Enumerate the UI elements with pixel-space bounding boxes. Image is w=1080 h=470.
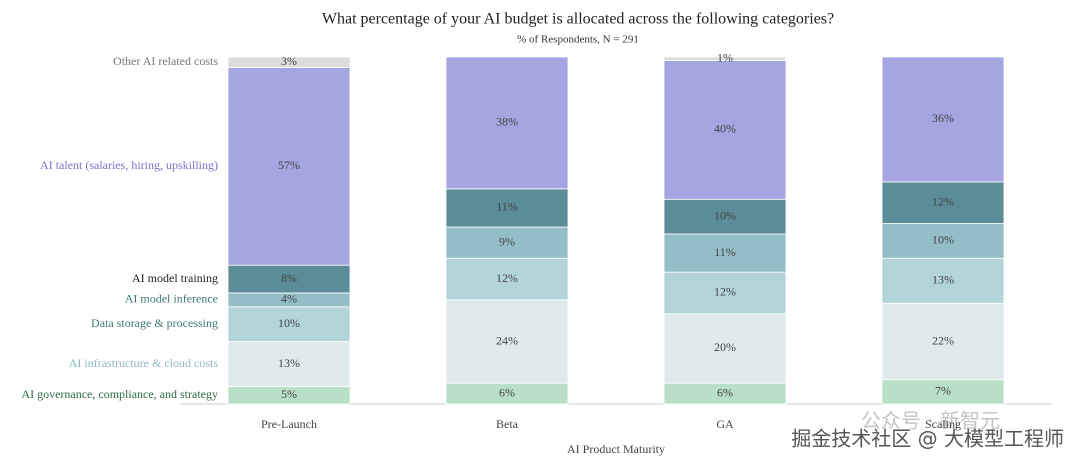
bar-segment xyxy=(663,271,787,315)
x-tick-label: GA xyxy=(716,417,734,431)
data-label: 10% xyxy=(278,316,300,330)
data-label: 12% xyxy=(496,271,518,285)
bar-segment xyxy=(663,56,787,61)
data-label: 13% xyxy=(932,273,954,287)
data-label: 5% xyxy=(281,387,297,401)
legend-label: Other AI related costs xyxy=(113,54,218,68)
data-label: 10% xyxy=(932,233,954,247)
data-label: 4% xyxy=(281,292,297,306)
data-label: 6% xyxy=(717,385,733,399)
watermark: 公众号 · 新智元 xyxy=(861,409,1000,433)
data-label: 3% xyxy=(281,54,297,68)
legend-label: AI governance, compliance, and strategy xyxy=(21,387,218,401)
data-label: 38% xyxy=(496,115,518,129)
data-label: 24% xyxy=(496,333,518,347)
bar-segment xyxy=(445,226,569,259)
x-tick-label: Pre-Launch xyxy=(261,417,317,431)
bar-segment xyxy=(445,257,569,301)
bar-segment xyxy=(881,181,1005,224)
bar-segment xyxy=(445,188,569,228)
x-tick-label: Beta xyxy=(496,417,519,431)
data-label: 20% xyxy=(714,340,736,354)
bar-segment xyxy=(663,60,787,200)
bar-segment xyxy=(881,257,1005,304)
data-label: 13% xyxy=(278,356,300,370)
legend-label: AI infrastructure & cloud costs xyxy=(69,356,219,370)
bar-segment xyxy=(663,198,787,235)
x-axis-title: AI Product Maturity xyxy=(567,442,665,456)
data-label: 6% xyxy=(499,385,515,399)
data-label: 7% xyxy=(935,384,951,398)
data-label: 11% xyxy=(496,200,518,214)
data-label: 12% xyxy=(714,285,736,299)
data-label: 10% xyxy=(714,208,736,222)
data-label: 8% xyxy=(281,271,297,285)
bar-segment xyxy=(227,67,351,266)
bar-segment xyxy=(881,379,1005,405)
watermark: 掘金技术社区 @ 大模型工程师 xyxy=(791,427,1064,451)
bar-segment xyxy=(663,313,787,384)
data-label: 22% xyxy=(932,333,954,347)
legend-label: AI model inference xyxy=(125,292,218,306)
data-label: 40% xyxy=(714,122,736,136)
legend-label: AI model training xyxy=(132,271,218,285)
legend-label: AI talent (salaries, hiring, upskilling) xyxy=(40,158,218,172)
bar-segment xyxy=(881,302,1005,381)
x-tick-label: Scaling xyxy=(925,417,961,431)
data-label: 1% xyxy=(717,50,733,64)
bar-segment xyxy=(663,233,787,273)
bar-segment xyxy=(227,264,351,294)
bar-segment xyxy=(227,306,351,342)
chart-title: What percentage of your AI budget is all… xyxy=(322,11,834,28)
data-label: 36% xyxy=(932,111,954,125)
bar-segment xyxy=(881,56,1005,183)
bar-segment xyxy=(445,56,569,190)
data-label: 11% xyxy=(714,245,736,259)
bar-segment xyxy=(881,223,1005,259)
chart-subtitle: % of Respondents, N = 291 xyxy=(517,34,639,46)
data-label: 9% xyxy=(499,234,515,248)
legend-label: Data storage & processing xyxy=(91,316,218,330)
data-label: 57% xyxy=(278,158,300,172)
data-label: 12% xyxy=(932,194,954,208)
bar-segment xyxy=(227,56,351,68)
